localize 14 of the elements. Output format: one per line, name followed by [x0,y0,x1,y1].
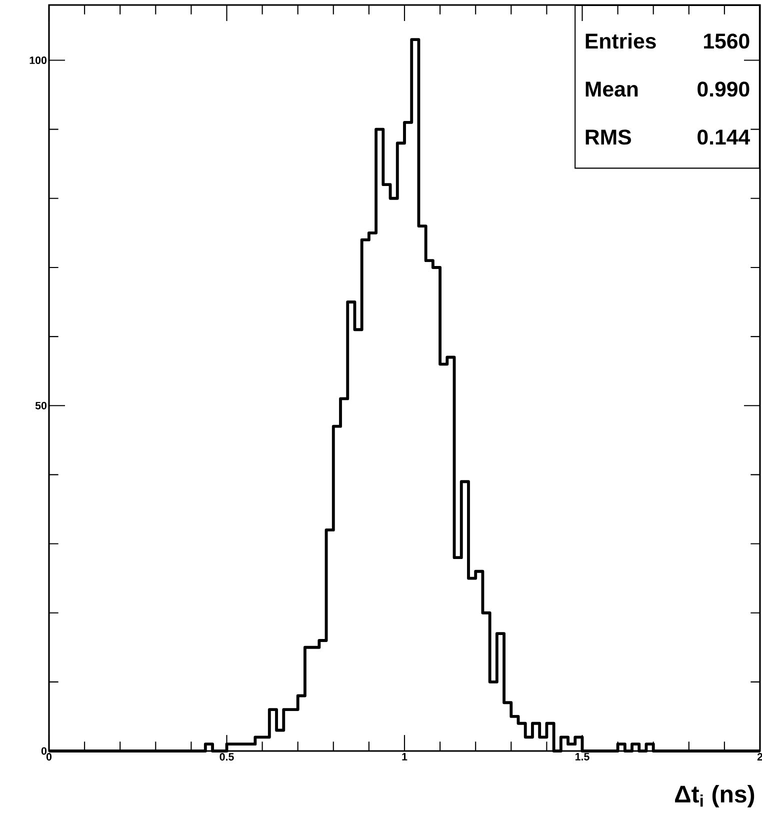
y-tick-label: 100 [30,56,47,64]
x-tick-label: 0.5 [220,753,234,761]
x-tick-label: 1.5 [576,753,590,760]
x-axis-title: Δt$_{i}$ (ns) [675,785,754,808]
annotation: 1560 [704,34,750,49]
annotation: RMS [586,130,631,145]
annotation: Entries [586,33,656,49]
annotation: Mean [586,82,638,97]
x-tick-label: 0 [46,753,52,761]
y-tick-label: 0 [41,747,47,755]
annotation: 0.990 [698,82,750,97]
annotation: 0.144 [698,130,750,145]
x-tick-label: 1 [402,753,408,760]
y-tick-label: 50 [35,402,47,410]
